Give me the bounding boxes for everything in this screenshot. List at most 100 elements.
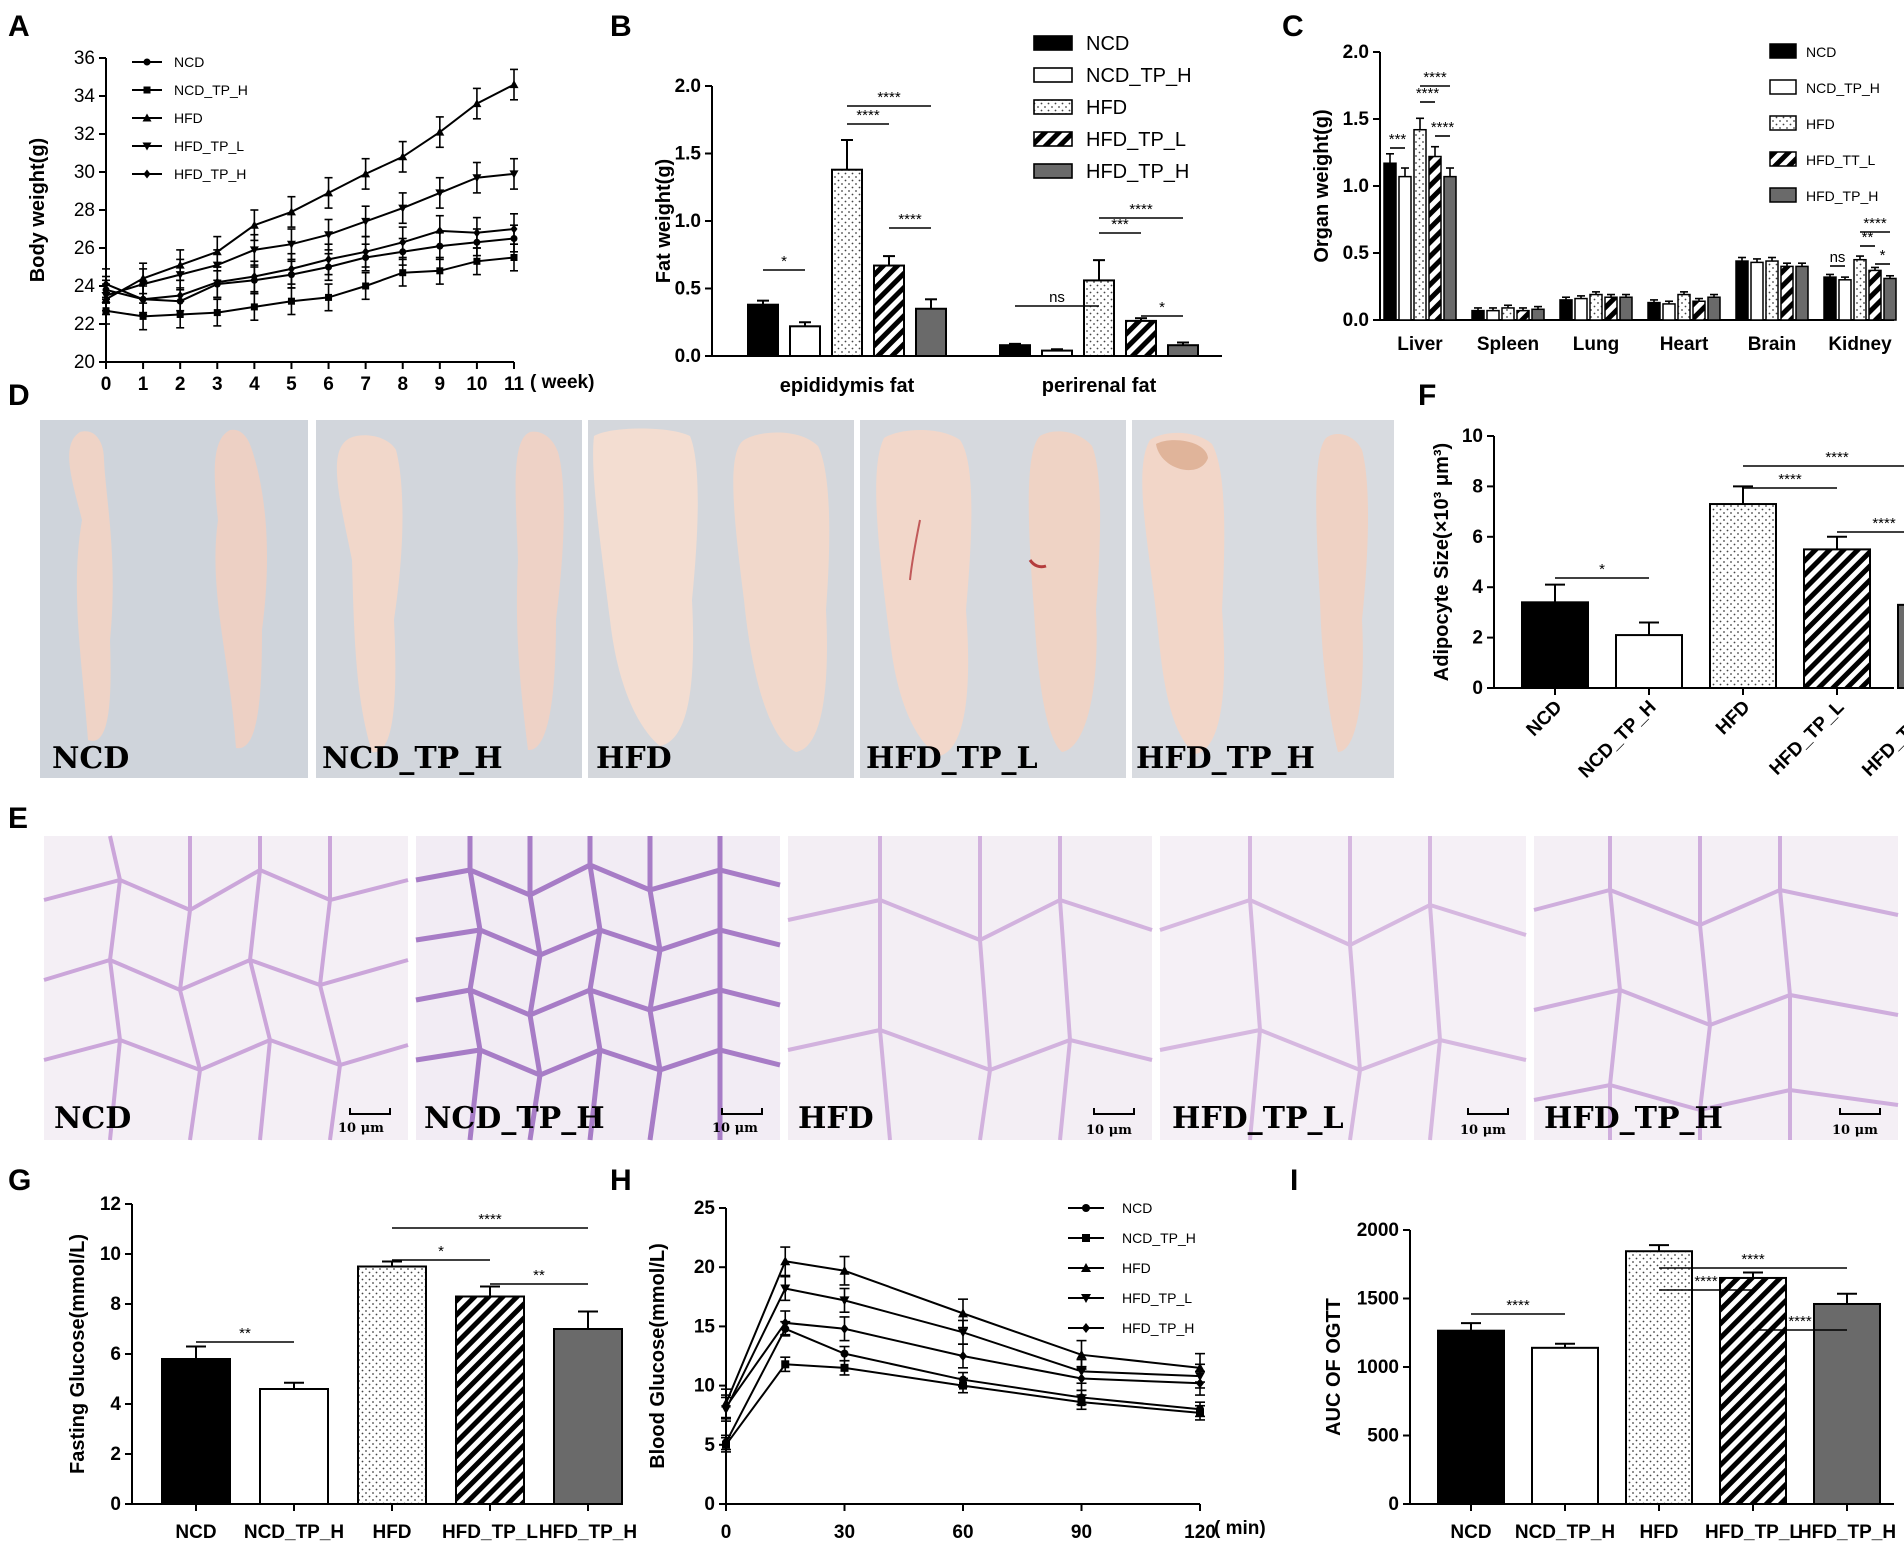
chart-h-blood-glucose: 0 5 10 15 20 25 Blood Glucose(mmol/L) 0 30 60 90 12… (647, 1198, 1266, 1543)
bar (1780, 265, 1794, 321)
data-point (361, 169, 371, 178)
data-point (781, 1360, 790, 1369)
x-category-label: Brain (1748, 334, 1797, 355)
significance-label: **** (1416, 85, 1440, 102)
data-point (213, 277, 221, 287)
bar (1604, 296, 1618, 321)
bar (873, 264, 905, 357)
series-line (105, 172, 515, 297)
bar (1501, 307, 1515, 321)
photo-d-hfd: HFD (588, 420, 854, 778)
bar (553, 1328, 623, 1505)
x-category-label: HFD_TP_H (1858, 697, 1904, 781)
significance-label: **** (898, 211, 922, 228)
significance-label: **** (877, 89, 901, 106)
chart-b-fat-weight: 0.0 0.5 1.0 1.5 2.0 Fat weight(g) epididymis f… (653, 33, 1222, 397)
data-point (1196, 1408, 1204, 1417)
significance-label: * (1599, 561, 1605, 578)
x-category-label: NCD_TP_H (1515, 1522, 1615, 1543)
legend-label: HFD (174, 110, 203, 126)
bar (1647, 301, 1661, 321)
bar (1707, 296, 1721, 321)
data-point (509, 80, 519, 89)
photo-label: HFD (596, 741, 672, 776)
y-tick-label: 1.0 (675, 211, 701, 232)
x-category-label: epididymis fat (780, 375, 915, 397)
legend-marker (1081, 1263, 1091, 1272)
y-tick-label: 0 (1388, 1494, 1399, 1515)
bar (1709, 503, 1777, 690)
bar (1428, 155, 1442, 321)
panel-e-histology: NCD 10 μm NCD_TP_H 10 μm (43, 835, 1899, 1141)
data-point (1196, 1378, 1204, 1389)
bar (1803, 548, 1871, 690)
y-tick-label: 10 (100, 1244, 121, 1265)
legend-label: NCD_TP_H (1806, 80, 1880, 96)
y-tick-label: 20 (74, 352, 95, 373)
series-line (725, 1363, 1201, 1446)
photo-d-ncd-tp-h: NCD_TP_H (316, 420, 582, 778)
significance-label: *** (1389, 131, 1407, 148)
svg-text:10 μm: 10 μm (1832, 1123, 1878, 1138)
legend-label: NCD_TP_H (1086, 65, 1192, 87)
bar (1531, 1346, 1599, 1505)
significance-label: *** (1111, 216, 1129, 233)
data-point (840, 1323, 849, 1334)
legend-swatch (1769, 43, 1797, 59)
significance-label: **** (856, 107, 880, 124)
legend-label: HFD (1806, 116, 1835, 132)
legend-label: HFD_TT_L (1806, 152, 1875, 168)
data-point (250, 303, 258, 311)
panel-label-a: A (8, 10, 30, 43)
scale-bar: 10 μm (1460, 1108, 1509, 1138)
data-point (780, 1284, 791, 1294)
bar (1897, 603, 1904, 690)
data-point (398, 152, 408, 161)
bar (1662, 303, 1676, 321)
x-tick-label: 3 (212, 374, 223, 395)
y-tick-label: 6 (110, 1344, 121, 1365)
data-point (510, 224, 518, 234)
x-category-label: HFD (1712, 697, 1754, 739)
y-tick-label: 10 (1462, 426, 1483, 447)
y-tick-label: 20 (694, 1257, 715, 1278)
y-tick-label: 1000 (1357, 1357, 1399, 1378)
significance-label: ns (1830, 249, 1846, 266)
legend-label: HFD (1122, 1260, 1151, 1276)
panel-label-c: C (1282, 10, 1304, 43)
bar (1125, 319, 1157, 357)
chart-c-organ-weight: 0.0 0.5 1.0 1.5 2.0 Organ weight(g) Liver Splee… (1311, 42, 1897, 355)
y-tick-label: 0.0 (675, 346, 701, 367)
significance-label: **** (1506, 1297, 1530, 1314)
data-point (249, 220, 259, 229)
legend-swatch (1033, 67, 1073, 83)
bar (1750, 261, 1764, 321)
svg-text:10 μm: 10 μm (1460, 1123, 1506, 1138)
x-tick-label: 0 (721, 1522, 732, 1543)
data-point (213, 309, 221, 317)
data-point (139, 312, 147, 320)
bar (1443, 175, 1457, 321)
data-point (473, 228, 481, 238)
legend-marker (1082, 1323, 1090, 1333)
photo-label: HFD (798, 1101, 874, 1136)
data-point (361, 217, 371, 226)
panel-label-b: B (610, 10, 632, 43)
y-tick-label: 0.5 (675, 279, 702, 300)
legend-swatch (1769, 151, 1797, 167)
legend-label: HFD (1086, 97, 1127, 119)
x-tick-label: 0 (101, 374, 112, 395)
data-point (958, 1308, 968, 1318)
data-point (839, 1296, 850, 1306)
data-point (509, 170, 519, 179)
data-point (436, 267, 444, 275)
legend-label: HFD_TP_L (1086, 129, 1186, 151)
bar (1677, 293, 1691, 321)
panel-label-g: G (8, 1164, 31, 1197)
x-tick-label: 1 (138, 374, 149, 395)
data-point (325, 293, 333, 301)
data-point (287, 264, 295, 274)
photo-label: HFD_TP_L (866, 741, 1038, 776)
bar (1765, 260, 1779, 321)
bar (1735, 260, 1749, 321)
